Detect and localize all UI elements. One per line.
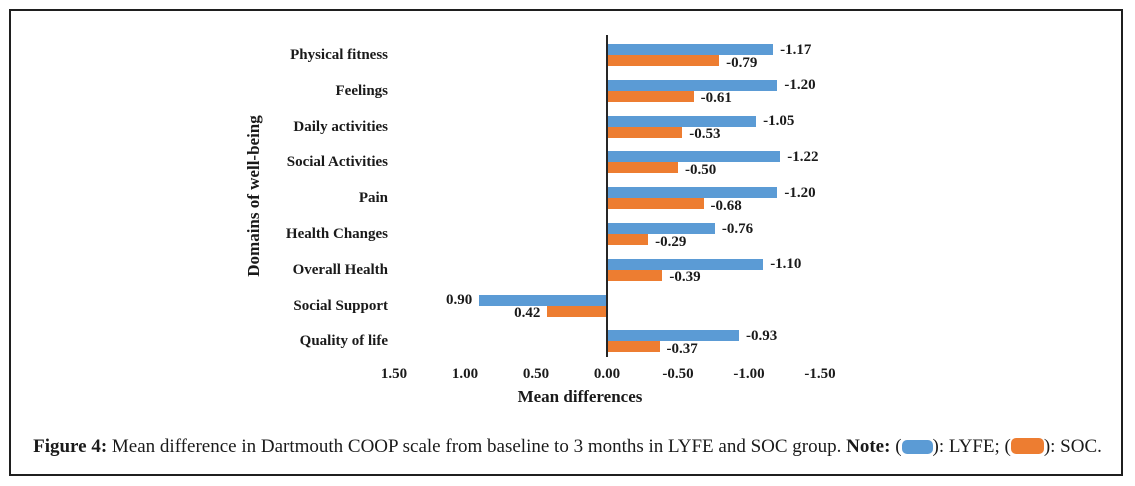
value-label: -0.68 xyxy=(710,197,742,214)
category-label: Health Changes xyxy=(285,226,388,242)
x-tick-label: 1.00 xyxy=(451,366,479,382)
bar-lyfe xyxy=(607,258,764,270)
bar-lyfe xyxy=(607,44,774,55)
category-label: Pain xyxy=(358,190,388,207)
note-open-paren: ( xyxy=(890,436,902,457)
figure-caption: Figure 4: Mean difference in Dartmouth C… xyxy=(15,436,1120,458)
x-axis-title: Mean differences xyxy=(517,387,643,406)
bar-soc xyxy=(607,269,663,281)
value-label: -0.37 xyxy=(666,340,698,357)
category-label: Quality of life xyxy=(299,333,388,350)
value-label: -1.20 xyxy=(784,184,816,201)
value-label: 0.90 xyxy=(445,292,473,309)
value-label: -0.53 xyxy=(689,126,721,143)
x-tick-label: 0.50 xyxy=(522,366,550,382)
category-label: Social Support xyxy=(293,297,388,314)
x-tick-label: -1.00 xyxy=(733,366,765,382)
note-soc-text: ): SOC. xyxy=(1043,436,1102,457)
category-label: Feelings xyxy=(335,82,389,99)
bar-soc xyxy=(607,126,683,138)
bar-lyfe xyxy=(607,223,715,234)
bar-lyfe xyxy=(607,151,781,163)
bar-soc xyxy=(607,162,678,174)
value-label: -0.39 xyxy=(669,269,701,286)
value-label: -1.10 xyxy=(770,256,802,273)
x-tick-label: -1.50 xyxy=(804,366,836,382)
bar-lyfe xyxy=(479,294,607,306)
legend-swatch-soc-icon xyxy=(1010,438,1044,454)
bar-soc xyxy=(607,55,720,66)
bar-soc xyxy=(607,198,704,210)
bar-soc xyxy=(547,305,607,317)
legend-swatch-lyfe-icon xyxy=(901,440,933,454)
value-label: -0.61 xyxy=(700,90,732,107)
bar-lyfe xyxy=(607,330,740,342)
value-label: -0.29 xyxy=(655,233,687,250)
figure-caption-body: Mean difference in Dartmouth COOP scale … xyxy=(107,436,847,457)
y-axis-line xyxy=(606,35,608,357)
category-label: Social Activities xyxy=(286,154,388,171)
bar-soc xyxy=(607,341,660,353)
bar-soc xyxy=(607,90,694,102)
x-tick-label: -0.50 xyxy=(662,366,694,382)
note-lyfe-text: ): LYFE; ( xyxy=(932,436,1011,457)
value-label: -0.76 xyxy=(721,220,754,237)
value-label: -0.50 xyxy=(685,161,717,178)
value-label: -1.05 xyxy=(763,113,795,130)
value-label: 0.42 xyxy=(514,305,541,322)
category-label: Physical fitness xyxy=(290,47,388,63)
value-label: -1.20 xyxy=(784,77,816,94)
value-label: -0.79 xyxy=(726,54,758,71)
note-label: Note: xyxy=(846,436,891,457)
value-label: -1.22 xyxy=(787,148,819,165)
bar-lyfe xyxy=(607,79,778,91)
bar-lyfe xyxy=(607,187,778,199)
figure-border xyxy=(9,9,1123,476)
bar-soc xyxy=(607,234,649,245)
bar-lyfe xyxy=(607,115,757,127)
figure-caption-label: Figure 4: xyxy=(33,436,108,457)
category-label: Overall Health xyxy=(292,261,388,278)
x-tick-label: 0.00 xyxy=(593,366,621,382)
value-label: -1.17 xyxy=(780,41,812,58)
category-label: Daily activities xyxy=(293,118,388,135)
x-tick-label: 1.50 xyxy=(380,366,408,382)
value-label: -0.93 xyxy=(746,327,778,344)
